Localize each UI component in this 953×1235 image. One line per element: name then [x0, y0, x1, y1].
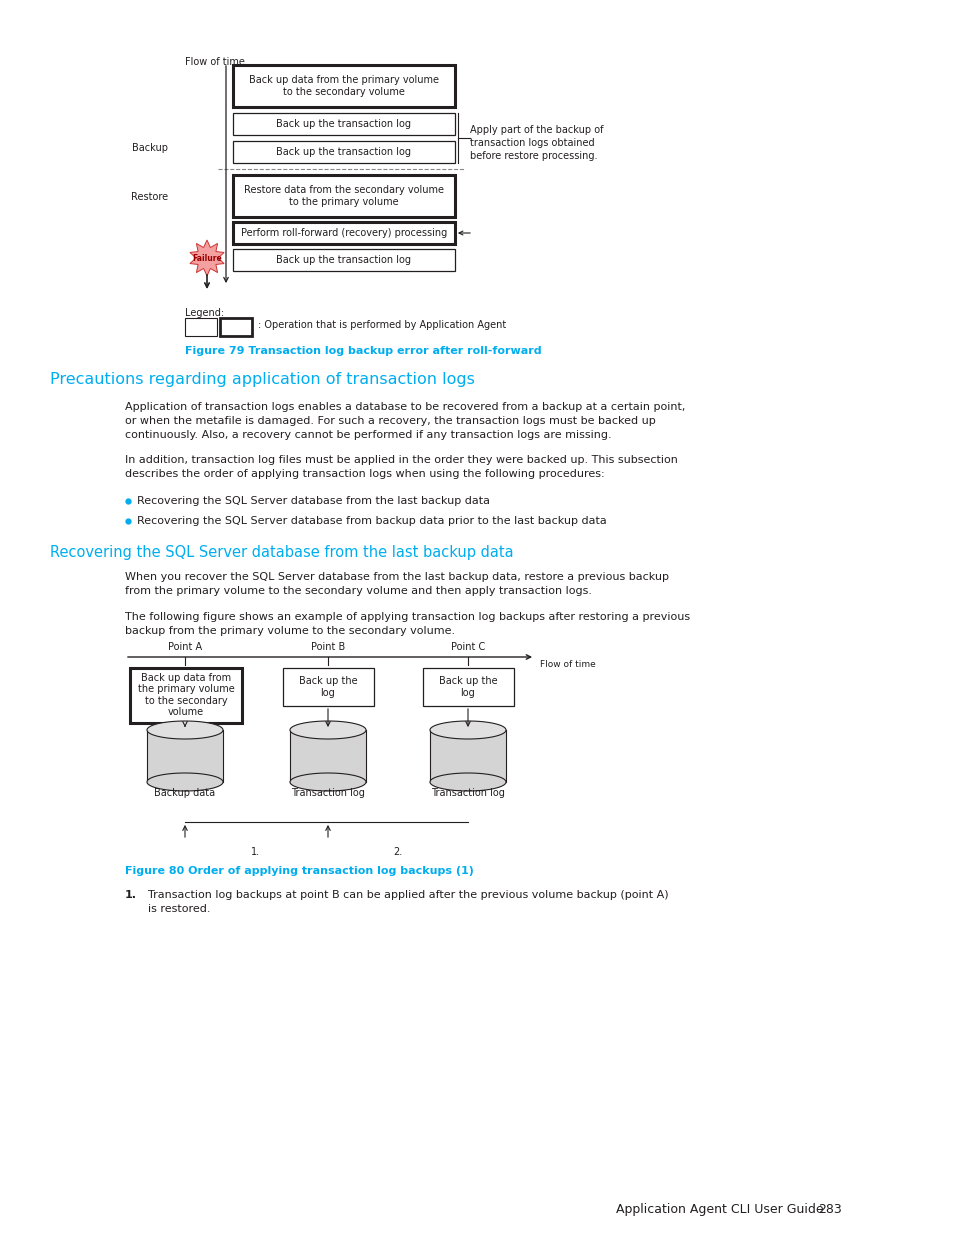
FancyBboxPatch shape: [233, 112, 455, 135]
Text: Legend:: Legend:: [185, 308, 224, 317]
Text: Apply part of the backup of
transaction logs obtained
before restore processing.: Apply part of the backup of transaction …: [470, 125, 603, 162]
Text: Back up the transaction log: Back up the transaction log: [276, 147, 411, 157]
Polygon shape: [190, 240, 224, 275]
Text: 1.: 1.: [125, 890, 137, 900]
Text: Figure 80 Order of applying transaction log backups (1): Figure 80 Order of applying transaction …: [125, 866, 474, 876]
Text: Back up the
log: Back up the log: [298, 677, 357, 698]
Text: Back up the transaction log: Back up the transaction log: [276, 254, 411, 266]
FancyBboxPatch shape: [233, 141, 455, 163]
Text: Recovering the SQL Server database from the last backup data: Recovering the SQL Server database from …: [137, 496, 490, 506]
Text: In addition, transaction log files must be applied in the order they were backed: In addition, transaction log files must …: [125, 454, 678, 479]
FancyBboxPatch shape: [233, 65, 455, 107]
Text: Back up the transaction log: Back up the transaction log: [276, 119, 411, 128]
Text: Point B: Point B: [311, 642, 345, 652]
Text: The following figure shows an example of applying transaction log backups after : The following figure shows an example of…: [125, 613, 689, 636]
Text: Recovering the SQL Server database from the last backup data: Recovering the SQL Server database from …: [50, 545, 513, 559]
Polygon shape: [430, 721, 505, 739]
Text: Application of transaction logs enables a database to be recovered from a backup: Application of transaction logs enables …: [125, 403, 684, 440]
Text: 283: 283: [818, 1203, 841, 1216]
FancyBboxPatch shape: [185, 317, 216, 336]
Polygon shape: [430, 730, 505, 782]
Text: Perform roll-forward (recovery) processing: Perform roll-forward (recovery) processi…: [240, 228, 447, 238]
Text: Transaction log: Transaction log: [291, 788, 365, 798]
Polygon shape: [290, 773, 366, 790]
Text: Transaction log: Transaction log: [431, 788, 504, 798]
Text: Recovering the SQL Server database from backup data prior to the last backup dat: Recovering the SQL Server database from …: [137, 516, 606, 526]
FancyBboxPatch shape: [233, 175, 455, 217]
Text: Application Agent CLI User Guide: Application Agent CLI User Guide: [616, 1203, 823, 1216]
Text: Precautions regarding application of transaction logs: Precautions regarding application of tra…: [50, 372, 475, 387]
FancyBboxPatch shape: [220, 317, 252, 336]
Polygon shape: [290, 721, 366, 739]
FancyBboxPatch shape: [130, 668, 242, 722]
FancyBboxPatch shape: [422, 668, 514, 706]
Text: Restore: Restore: [131, 191, 168, 203]
Text: Transaction log backups at point B can be applied after the previous volume back: Transaction log backups at point B can b…: [148, 890, 668, 914]
Polygon shape: [147, 773, 223, 790]
Text: 2.: 2.: [393, 847, 402, 857]
Text: Backup data: Backup data: [154, 788, 215, 798]
Text: Point A: Point A: [168, 642, 202, 652]
Text: 1.: 1.: [252, 847, 260, 857]
Text: Figure 79 Transaction log backup error after roll-forward: Figure 79 Transaction log backup error a…: [185, 346, 541, 356]
Text: Back up the
log: Back up the log: [438, 677, 497, 698]
Text: Failure: Failure: [192, 253, 222, 263]
Text: Flow of time: Flow of time: [185, 57, 245, 67]
Polygon shape: [147, 721, 223, 739]
Text: When you recover the SQL Server database from the last backup data, restore a pr: When you recover the SQL Server database…: [125, 572, 668, 597]
Text: Point C: Point C: [451, 642, 485, 652]
Polygon shape: [147, 730, 223, 782]
Polygon shape: [290, 730, 366, 782]
FancyBboxPatch shape: [283, 668, 374, 706]
Text: Flow of time: Flow of time: [539, 659, 595, 669]
Text: : Operation that is performed by Application Agent: : Operation that is performed by Applica…: [257, 320, 506, 330]
Text: Back up data from
the primary volume
to the secondary
volume: Back up data from the primary volume to …: [137, 673, 234, 718]
Text: Restore data from the secondary volume
to the primary volume: Restore data from the secondary volume t…: [244, 185, 443, 206]
Text: Back up data from the primary volume
to the secondary volume: Back up data from the primary volume to …: [249, 75, 438, 96]
Polygon shape: [430, 773, 505, 790]
FancyBboxPatch shape: [233, 222, 455, 245]
FancyBboxPatch shape: [233, 249, 455, 270]
Text: Backup: Backup: [132, 143, 168, 153]
